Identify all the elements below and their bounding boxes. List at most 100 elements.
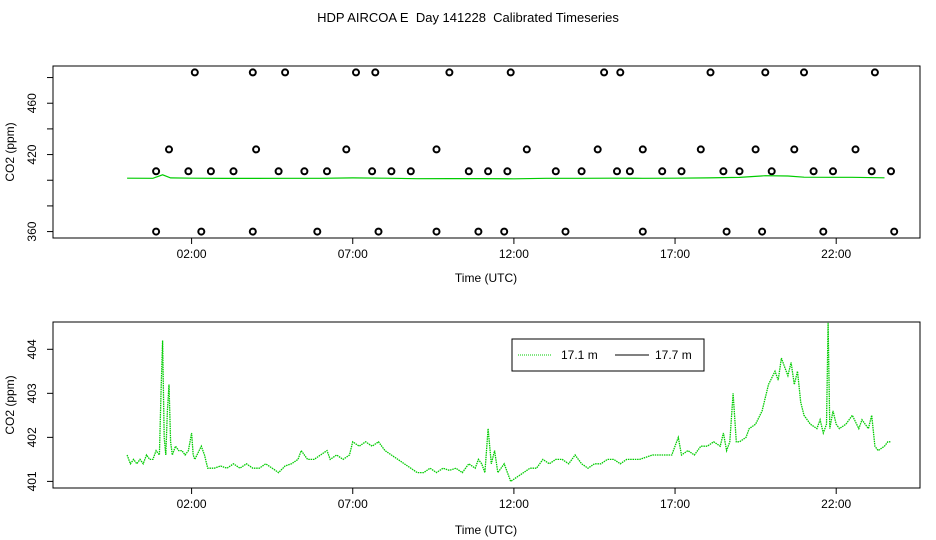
top-y-axis-label: CO2 (ppm): [3, 122, 17, 181]
scatter-point: [248, 68, 257, 77]
scatter-point: [638, 227, 647, 236]
scatter-point: [719, 167, 728, 176]
scatter-point: [432, 227, 441, 236]
page-title: HDP AIRCOA E Day 141228 Calibrated Times…: [317, 10, 619, 25]
top-y-tick-label: 420: [25, 144, 39, 164]
scatter-point: [197, 227, 206, 236]
scatter-point: [658, 167, 667, 176]
bottom-x-tick-label: 22:00: [821, 497, 851, 511]
bottom-panel-frame: [52, 321, 921, 489]
scatter-point: [190, 68, 199, 77]
legend-label-17-7: 17.7 m: [655, 348, 692, 362]
top-x-tick-label: 17:00: [660, 247, 690, 261]
scatter-point: [432, 145, 441, 154]
top-x-tick-label: 12:00: [499, 247, 529, 261]
scatter-point: [500, 227, 509, 236]
top-series-line: [127, 174, 885, 180]
scatter-point: [274, 167, 283, 176]
top-scatter-points: [152, 68, 899, 236]
bottom-y-axis-label: CO2 (ppm): [3, 375, 17, 434]
legend-label-17-1: 17.1 m: [561, 348, 598, 362]
scatter-point: [551, 167, 560, 176]
top-y-axis: 360 420 460: [25, 77, 53, 242]
scatter-point: [887, 167, 895, 176]
scatter-point: [809, 167, 818, 176]
bottom-x-tick-label: 02:00: [177, 497, 207, 511]
scatter-point: [761, 68, 770, 77]
scatter-point: [445, 68, 454, 77]
bottom-x-tick-label: 07:00: [338, 497, 368, 511]
scatter-point: [464, 167, 473, 176]
scatter-point: [387, 167, 396, 176]
top-y-tick-label: 460: [25, 93, 39, 113]
top-panel: 02:00 07:00 12:00 17:00 22:00 360 420 460 Time…: [3, 65, 921, 285]
series-line-0: [126, 322, 891, 483]
scatter-point: [696, 145, 705, 154]
scatter-point: [323, 167, 331, 176]
bottom-y-tick-label: 402: [25, 427, 39, 447]
scatter-point: [474, 227, 483, 236]
scatter-point: [165, 145, 173, 154]
legend: 17.1 m 17.7 m: [511, 338, 705, 372]
scatter-point: [677, 167, 686, 176]
scatter-point: [577, 167, 586, 176]
scatter-point: [800, 68, 808, 77]
scatter-point: [561, 227, 570, 236]
bottom-y-tick-label: 401: [25, 471, 39, 491]
scatter-point: [484, 167, 493, 176]
top-x-tick-label: 07:00: [338, 247, 368, 261]
bottom-y-tick-label: 404: [25, 339, 39, 359]
scatter-point: [352, 68, 360, 77]
scatter-point: [890, 227, 899, 236]
bottom-y-tick-label: 403: [25, 383, 39, 403]
bottom-y-axis: 401 402 403 404: [25, 339, 53, 491]
scatter-point: [600, 68, 609, 77]
top-panel-frame: [52, 65, 921, 239]
scatter-point: [625, 167, 634, 176]
scatter-point: [374, 227, 383, 236]
scatter-point: [152, 167, 161, 176]
bottom-x-axis-label: Time (UTC): [455, 523, 517, 537]
scatter-point: [613, 167, 621, 176]
scatter-point: [252, 145, 261, 154]
scatter-point: [735, 167, 744, 176]
top-line-series: [127, 174, 885, 180]
scatter-point: [184, 167, 193, 176]
top-x-axis: 02:00 07:00 12:00 17:00 22:00: [177, 238, 852, 261]
scatter-point: [503, 167, 512, 176]
top-x-tick-label: 02:00: [177, 247, 207, 261]
scatter-point: [152, 227, 161, 236]
scatter-point: [819, 227, 828, 236]
scatter-point: [593, 145, 602, 154]
bottom-panel: 02:00 07:00 12:00 17:00 22:00 401 402 403 404 T…: [3, 321, 921, 537]
bottom-x-axis: 02:00 07:00 12:00 17:00 22:00: [177, 488, 852, 511]
scatter-point: [281, 68, 290, 77]
scatter-point: [616, 68, 625, 77]
scatter-point: [638, 145, 647, 154]
scatter-point: [371, 68, 380, 77]
scatter-point: [300, 167, 309, 176]
scatter-point: [706, 68, 715, 77]
scatter-point: [851, 145, 860, 154]
scatter-point: [751, 145, 760, 154]
scatter-point: [829, 167, 837, 176]
scatter-point: [506, 68, 515, 77]
top-x-tick-label: 22:00: [821, 247, 851, 261]
top-y-tick-label: 360: [25, 221, 39, 241]
bottom-line-series: [126, 322, 891, 483]
scatter-point: [522, 145, 531, 154]
scatter-point: [406, 167, 415, 176]
scatter-point: [342, 145, 351, 154]
scatter-point: [867, 167, 876, 176]
scatter-point: [229, 167, 238, 176]
scatter-point: [790, 145, 799, 154]
scatter-point: [313, 227, 322, 236]
scatter-point: [758, 227, 767, 236]
scatter-point: [368, 167, 377, 176]
scatter-point: [767, 167, 776, 176]
bottom-x-tick-label: 12:00: [499, 497, 529, 511]
scatter-point: [722, 227, 731, 236]
scatter-point: [870, 68, 879, 77]
bottom-x-tick-label: 17:00: [660, 497, 690, 511]
